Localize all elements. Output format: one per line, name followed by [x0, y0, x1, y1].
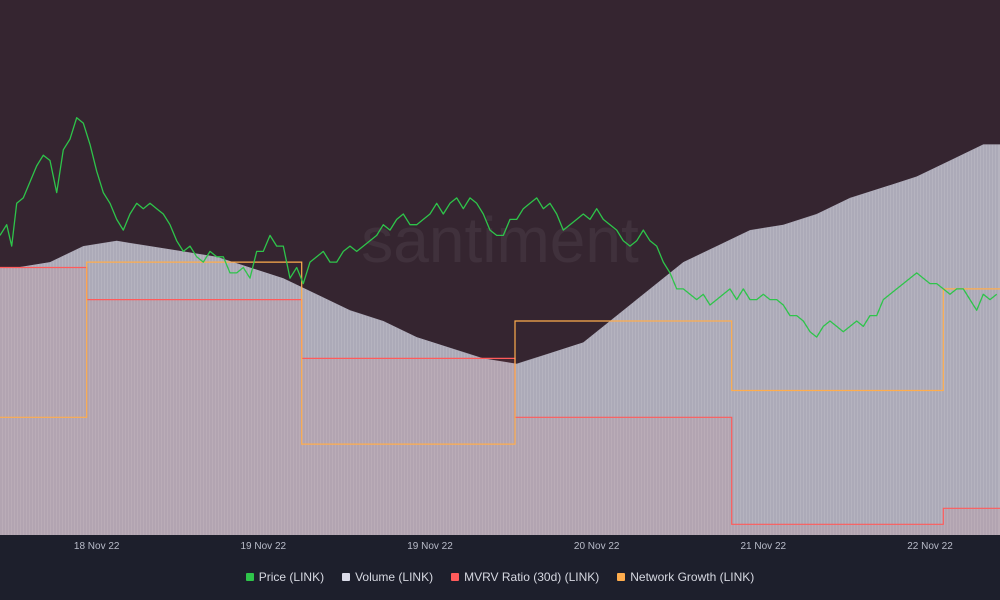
- x-tick-label: 19 Nov 22: [407, 541, 453, 552]
- x-axis-ticks: 18 Nov 22 19 Nov 22 19 Nov 22 20 Nov 22 21 N…: [74, 541, 953, 552]
- legend-label-mvrv: MVRV Ratio (30d) (LINK): [464, 570, 600, 584]
- legend-swatch-mvrv: [451, 573, 460, 581]
- network-growth-line: [0, 261, 1000, 445]
- mvrv-fill: [0, 267, 1000, 535]
- legend-item-mvrv[interactable]: MVRV Ratio (30d) (LINK): [451, 570, 599, 584]
- x-tick-label: 20 Nov 22: [574, 541, 620, 552]
- legend-swatch-network-growth: [617, 573, 626, 581]
- legend-swatch-price: [245, 573, 254, 581]
- legend-item-price[interactable]: Price (LINK): [245, 570, 325, 584]
- x-tick-label: 18 Nov 22: [74, 541, 120, 552]
- volume-hatching: [0, 144, 998, 535]
- x-tick-label: 21 Nov 22: [741, 541, 787, 552]
- volume-layer: [0, 144, 1000, 535]
- legend-item-volume[interactable]: Volume (LINK): [342, 570, 433, 584]
- legend: Price (LINK) Volume (LINK) MVRV Ratio (3…: [0, 564, 1000, 590]
- legend-label-price: Price (LINK): [258, 570, 325, 584]
- x-tick-label: 22 Nov 22: [907, 541, 953, 552]
- legend-label-volume: Volume (LINK): [355, 570, 434, 584]
- legend-swatch-volume: [342, 573, 351, 581]
- x-axis-band: [0, 535, 1000, 560]
- step-series-layer: [0, 261, 1000, 535]
- legend-item-network-growth[interactable]: Network Growth (LINK): [617, 570, 754, 584]
- x-tick-label: 19 Nov 22: [241, 541, 287, 552]
- legend-label-network-growth: Network Growth (LINK): [630, 570, 755, 584]
- price-line: [0, 117, 998, 338]
- price-series-layer: [0, 117, 998, 338]
